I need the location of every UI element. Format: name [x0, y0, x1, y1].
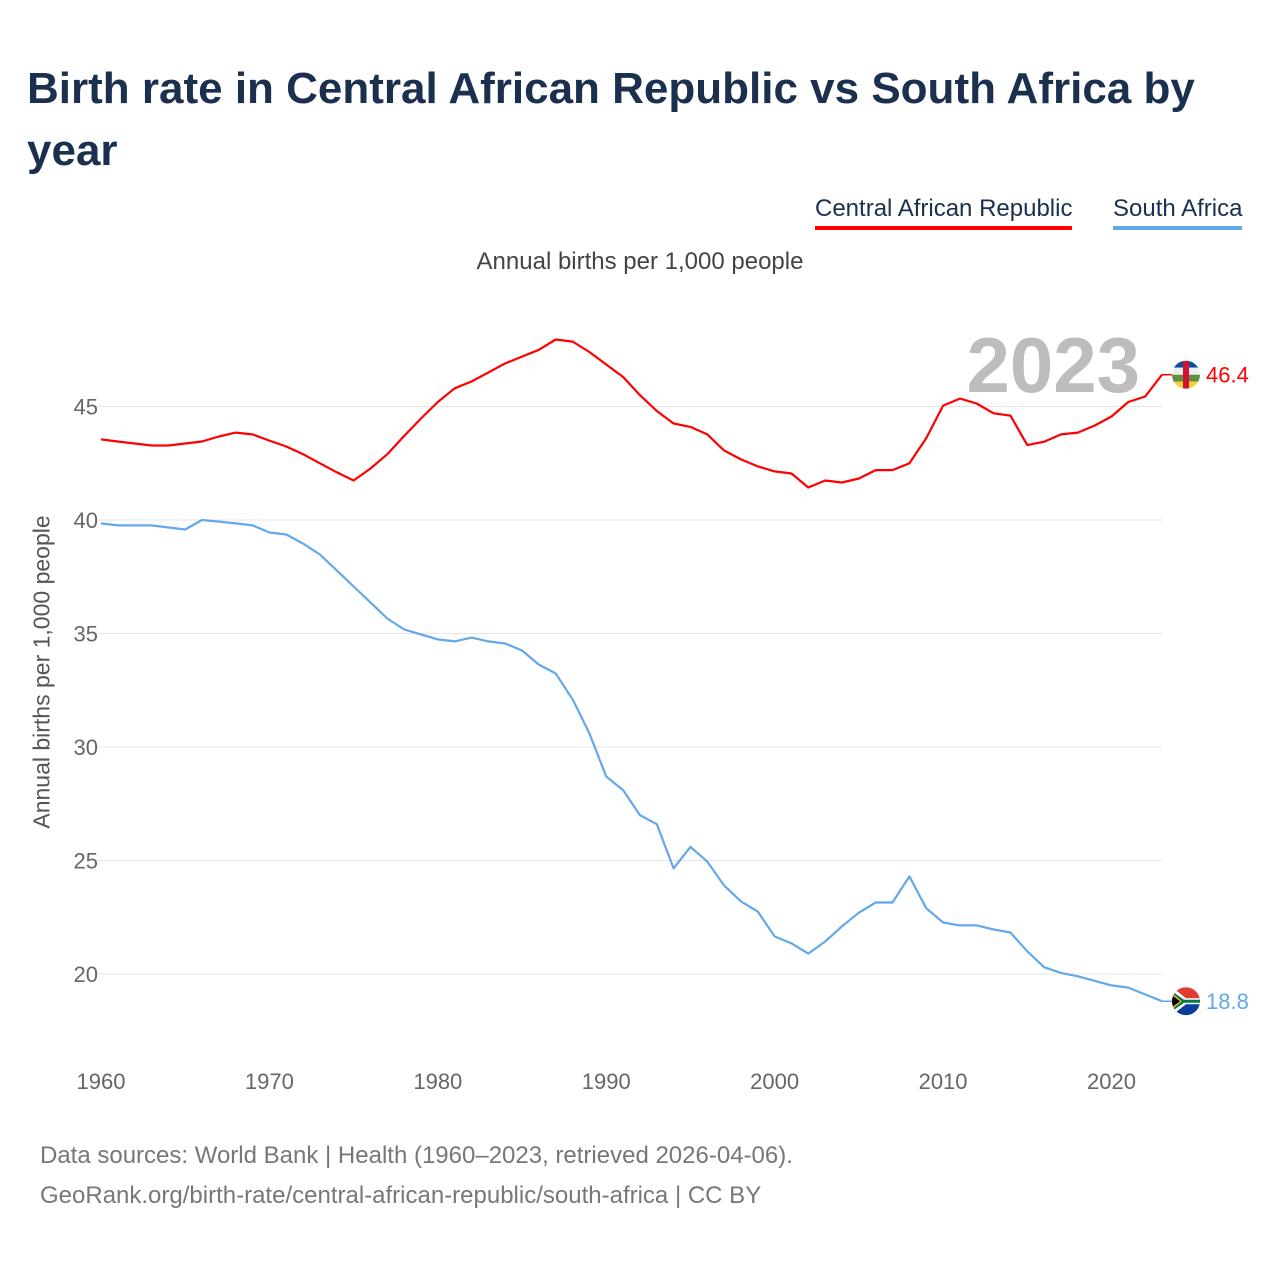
series-line-south-africa — [100, 518, 1163, 1003]
x-tick-label: 1990 — [582, 1069, 631, 1094]
x-tick-label: 1970 — [245, 1069, 294, 1094]
x-tick-label: 2020 — [1087, 1069, 1136, 1094]
chart-title: Birth rate in Central African Republic v… — [27, 64, 1195, 175]
flag-stripe — [1172, 995, 1180, 1008]
legend-item-central-african-republic[interactable]: Central African Republic — [815, 195, 1073, 230]
south-africa-flag-icon — [1172, 987, 1200, 1016]
y-tick-label: 40 — [74, 508, 98, 533]
flag-stripe — [1183, 360, 1189, 389]
legend-item-south-africa[interactable]: South Africa — [1113, 195, 1243, 230]
flag-body — [1172, 987, 1200, 1016]
y-tick-label: 20 — [74, 962, 98, 987]
x-tick-label: 1960 — [77, 1069, 126, 1094]
flag-stripe — [1172, 991, 1200, 1012]
central-african-republic-flag-icon — [1172, 360, 1200, 389]
chart-subtitle: Annual births per 1,000 people — [476, 248, 804, 275]
footer: Data sources: World Bank | Health (1960–… — [40, 1136, 793, 1216]
y-tick-label: 25 — [74, 849, 98, 874]
x-tick-label: 2010 — [919, 1069, 968, 1094]
year-watermark: 2023 — [966, 321, 1140, 409]
end-value-label: 46.4 — [1206, 363, 1249, 388]
footer-link[interactable]: GeoRank.org/birth-rate/central-african-r… — [40, 1182, 762, 1209]
series-line-central-african-republic — [100, 338, 1163, 489]
y-tick-label: 45 — [74, 395, 98, 420]
x-tick-label: 1980 — [413, 1069, 462, 1094]
footer-sources: Data sources: World Bank | Health (1960–… — [40, 1142, 793, 1169]
y-tick-label: 30 — [74, 735, 98, 760]
x-tick-label: 2000 — [750, 1069, 799, 1094]
flag-body — [1172, 360, 1200, 389]
end-value-label: 18.8 — [1206, 989, 1249, 1014]
y-tick-label: 35 — [74, 622, 98, 647]
